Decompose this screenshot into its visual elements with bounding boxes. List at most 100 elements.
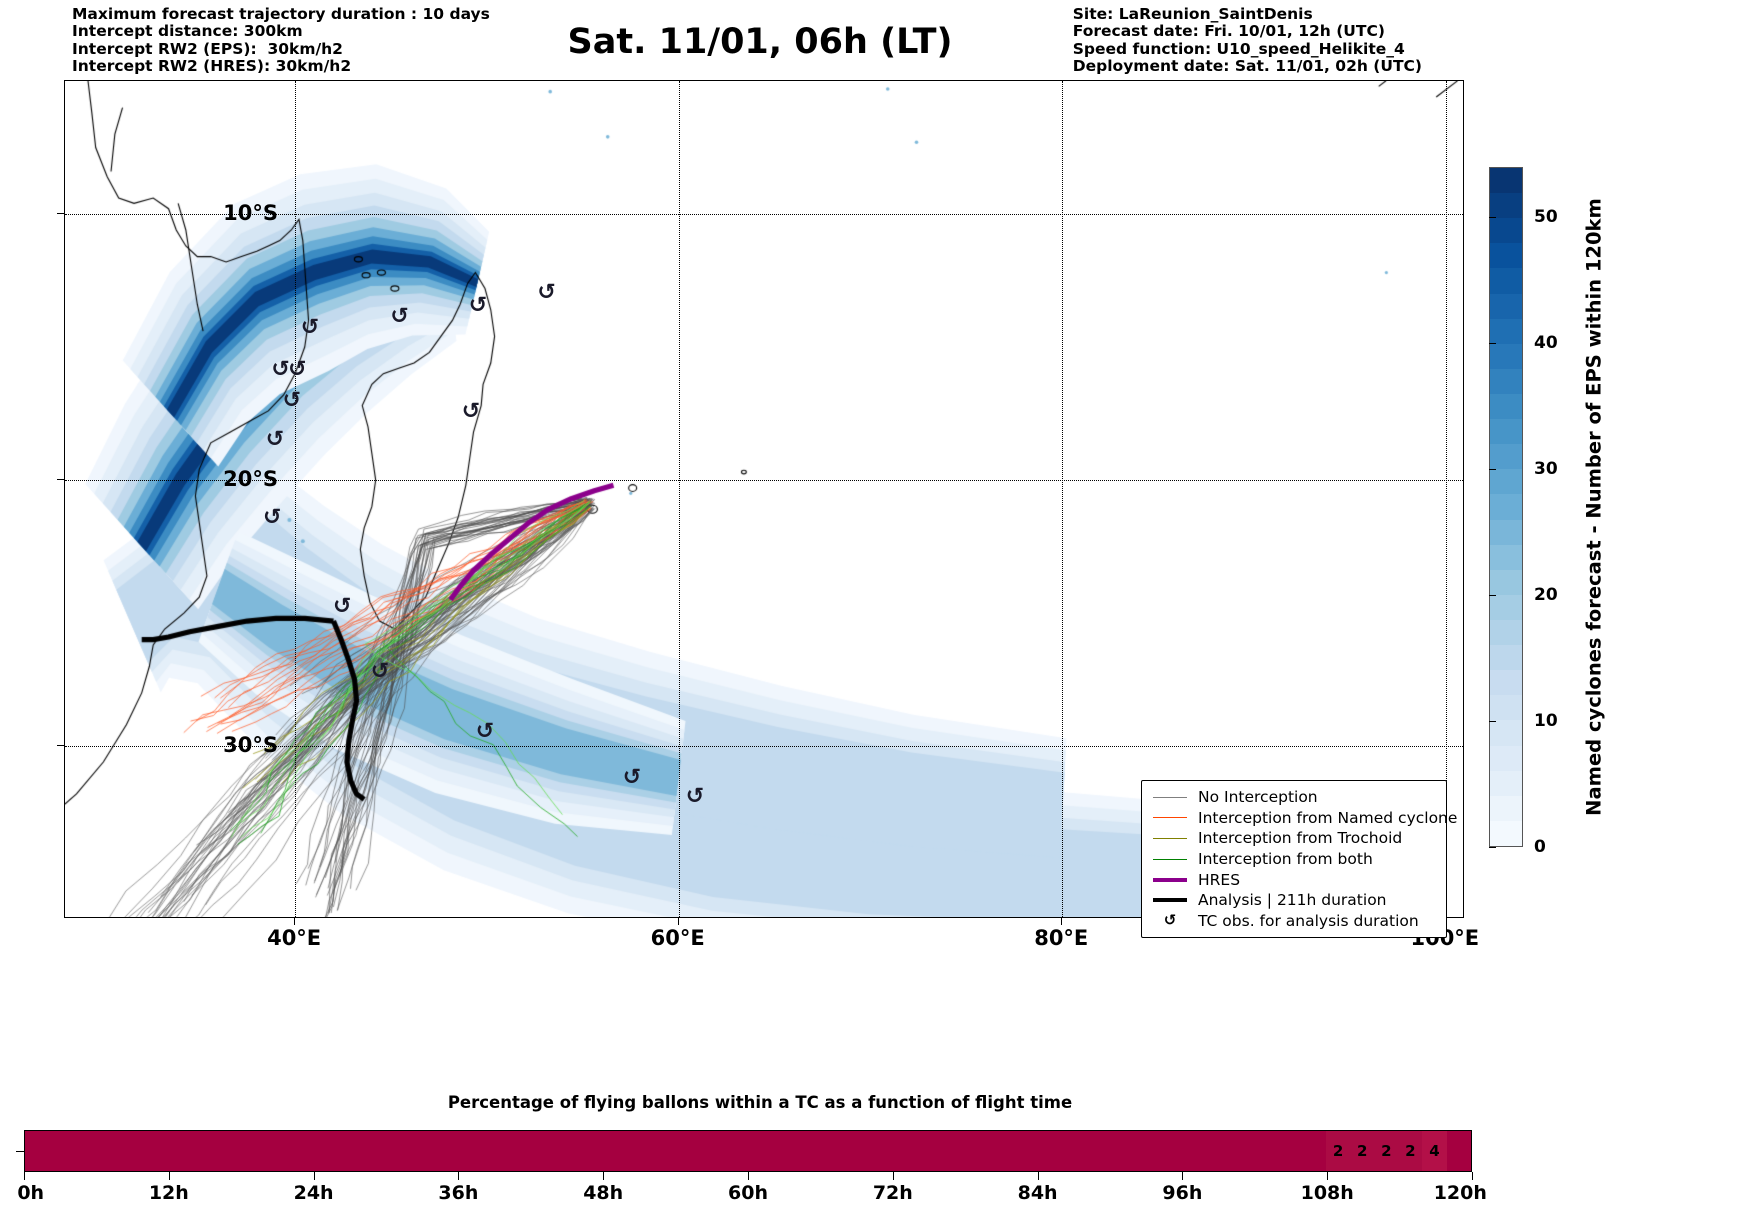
colorbar-cell <box>1490 193 1522 219</box>
cyclone-icon: ↺ <box>461 399 481 424</box>
legend-line-swatch <box>1150 898 1190 903</box>
legend-line <box>1153 837 1187 839</box>
map-panel[interactable]: ↺ ↺ ↺ ↺ ↺ ↺ ↺ ↺ ↺ ↺ ↺ ↺ ↺ ↺ ↺ <box>64 80 1464 918</box>
gridline-lon-60°E <box>678 81 680 917</box>
map-ytick-mark <box>57 479 64 481</box>
pct-bar-cell: 4 <box>1422 1131 1447 1171</box>
pct-bar-cell <box>1253 1131 1278 1171</box>
gridline-lat-30°S <box>65 746 1463 748</box>
pct-bar-cell <box>1061 1131 1086 1171</box>
pct-bar-cell <box>723 1131 748 1171</box>
legend-item-label: Analysis | 211h duration <box>1198 891 1387 910</box>
pct-xtick-label: 48h <box>583 1182 624 1204</box>
pct-xtick-label: 96h <box>1162 1182 1203 1204</box>
colorbar-cell <box>1490 419 1522 445</box>
pct-bar-cell <box>988 1131 1013 1171</box>
colorbar[interactable] <box>1489 167 1523 847</box>
pct-bar-cell <box>699 1131 724 1171</box>
pct-bar-cell <box>1157 1131 1182 1171</box>
cyclone-icon: ↺ <box>370 658 390 684</box>
legend-item-label: Interception from both <box>1198 850 1373 869</box>
gridline-lon-40°E <box>295 81 297 917</box>
legend-item[interactable]: Analysis | 211h duration <box>1150 890 1438 911</box>
colorbar-cell <box>1490 619 1522 646</box>
map-xtick-label: 80°E <box>1034 926 1089 950</box>
colorbar-cell <box>1490 293 1522 319</box>
pct-bar-cell <box>651 1131 676 1171</box>
pct-bar-cell: 2 <box>1374 1131 1399 1171</box>
pct-xtick-label: 72h <box>872 1182 913 1204</box>
colorbar-cell <box>1490 218 1522 244</box>
legend-item[interactable]: Interception from Trochoid <box>1150 828 1438 849</box>
cyclone-icon: ↺ <box>537 280 556 305</box>
pct-bar-cell <box>1133 1131 1158 1171</box>
pct-bar-cell <box>579 1131 604 1171</box>
colorbar-tick-mark <box>1489 721 1496 723</box>
info-line-3: Deployment date: Sat. 11/01, 02h (UTC) <box>1072 57 1422 76</box>
colorbar-cell <box>1490 519 1522 545</box>
colorbar-cell <box>1490 268 1522 294</box>
cyclone-icon: ↺ <box>288 357 307 383</box>
legend-line-swatch <box>1150 837 1190 839</box>
gridline-lat-10°S <box>65 214 1463 216</box>
pct-xtick-mark <box>603 1172 605 1180</box>
pct-bar-cell <box>1446 1131 1471 1171</box>
legend-item[interactable]: Interception from both <box>1150 849 1438 870</box>
pct-bar-cell <box>145 1131 170 1171</box>
colorbar-gradient <box>1489 167 1523 847</box>
colorbar-cell <box>1490 745 1522 771</box>
legend-line-swatch <box>1150 817 1190 819</box>
map-ytick-label: 30°S <box>223 733 278 758</box>
pct-xtick-label: 108h <box>1300 1182 1354 1204</box>
pct-xtick-mark <box>1037 1172 1039 1180</box>
colorbar-cell <box>1490 594 1522 620</box>
pct-xtick-mark <box>24 1172 25 1180</box>
header-right-info: Site: LaReunion_SaintDenis Forecast date:… <box>1072 5 1422 76</box>
pct-xtick-label: 120h <box>1433 1182 1487 1204</box>
map-ytick-mark <box>57 213 64 215</box>
cyclone-icon: ↺ <box>262 505 282 531</box>
legend-line-swatch <box>1150 796 1190 798</box>
colorbar-cell <box>1490 343 1522 369</box>
legend-item[interactable]: No Interception <box>1150 787 1438 808</box>
pct-xtick-label: 60h <box>728 1182 768 1204</box>
info-line-1: Forecast date: Fri. 10/01, 12h (UTC) <box>1072 22 1385 41</box>
pct-bar-cell <box>121 1131 146 1171</box>
info-line-3: Intercept RW2 (HRES): 30km/h2 <box>72 57 352 76</box>
legend-cyclone-icon: ↺ <box>1150 913 1190 928</box>
colorbar-tick-mark <box>1489 595 1496 597</box>
pct-bar-cell <box>49 1131 74 1171</box>
map-legend[interactable]: No Interception Interception from Named c… <box>1141 780 1457 939</box>
pct-bar-cell <box>506 1131 531 1171</box>
pct-bar-cell <box>1205 1131 1230 1171</box>
legend-line <box>1153 898 1187 903</box>
colorbar-cell <box>1490 695 1522 721</box>
pct-bar-cell <box>217 1131 242 1171</box>
map-ytick-label: 10°S <box>223 201 278 226</box>
pct-xtick-mark <box>892 1172 894 1180</box>
pct-bar-cell <box>1277 1131 1302 1171</box>
legend-item[interactable]: Interception from Named cyclone <box>1150 808 1457 829</box>
pct-bar-cell: 2 <box>1326 1131 1351 1171</box>
legend-item-label: TC obs. for analysis duration <box>1198 911 1419 930</box>
colorbar-cell <box>1490 393 1522 420</box>
legend-item[interactable]: ↺ TC obs. for analysis duration <box>1150 911 1438 932</box>
colorbar-tick-mark <box>1489 469 1496 471</box>
pct-bar-cell <box>434 1131 459 1171</box>
colorbar-tick-label: 50 <box>1534 207 1558 228</box>
pct-bar-cell <box>410 1131 435 1171</box>
pct-bar-cell <box>796 1131 821 1171</box>
pct-xtick-mark <box>313 1172 315 1180</box>
legend-line-swatch <box>1150 877 1190 882</box>
pct-bar-cell <box>892 1131 917 1171</box>
info-line-2: Speed function: U10_speed_Helikite_4 <box>1072 39 1405 58</box>
legend-item[interactable]: HRES <box>1150 869 1438 890</box>
colorbar-tick-label: 40 <box>1534 333 1558 354</box>
pct-bar-cell <box>193 1131 218 1171</box>
colorbar-tick-mark <box>1489 343 1496 345</box>
cyclone-icon: ↺ <box>265 426 285 452</box>
pct-bar-cell <box>169 1131 194 1171</box>
pct-bar-cell <box>97 1131 122 1171</box>
pct-bar-cell <box>1085 1131 1110 1171</box>
